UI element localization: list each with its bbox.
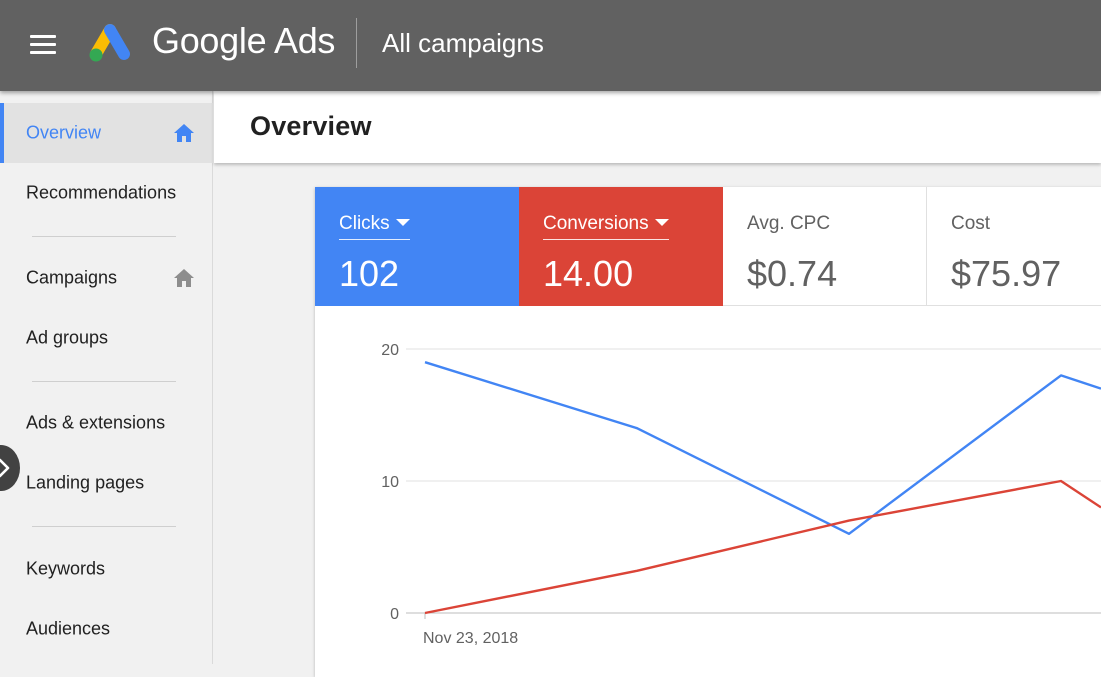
caret-down-icon <box>395 219 410 226</box>
sidebar-item-landing-pages[interactable]: Landing pages <box>0 453 213 513</box>
metric-value: 102 <box>339 253 400 294</box>
metric-value: $75.97 <box>951 253 1062 294</box>
series-line-clicks <box>424 361 1101 536</box>
chevron-right-icon <box>0 458 10 478</box>
performance-chart: 0 10 20 Nov 23, 2018 <box>315 306 1101 664</box>
metric-selector-conversions[interactable]: Conversions <box>543 213 669 240</box>
metric-label: Conversions <box>543 213 649 234</box>
nav-divider <box>32 381 176 382</box>
sidebar-item-label: Campaigns <box>26 267 118 288</box>
sidebar-item-label: Overview <box>26 122 102 143</box>
sidebar-nav: Overview Recommendations Campaigns Ad gr… <box>0 91 213 664</box>
metric-label: Clicks <box>339 213 390 234</box>
google-ads-logo-icon[interactable] <box>84 20 136 64</box>
metric-tile-conversions[interactable]: Conversions 14.00 <box>519 187 723 306</box>
sidebar-item-label: Ads & extensions <box>26 412 166 433</box>
x-tick-label: Nov 23, 2018 <box>423 630 518 647</box>
metric-value: $0.74 <box>747 253 838 294</box>
sidebar-item-label: Landing pages <box>26 472 145 493</box>
overview-performance-card: Clicks 102 Conversions 14.00 Avg. CPC $0… <box>315 187 1101 677</box>
line-chart: 0 10 20 Nov 23, 2018 <box>381 342 1101 647</box>
nav-divider <box>32 236 176 237</box>
metric-value: 14.00 <box>543 253 634 294</box>
sidebar-item-keywords[interactable]: Keywords <box>0 539 213 599</box>
hamburger-menu-icon[interactable] <box>26 30 62 58</box>
page-title: Overview <box>250 111 372 141</box>
metric-label: Avg. CPC <box>747 213 831 234</box>
sidebar-item-label: Ad groups <box>26 327 109 348</box>
y-tick-label: 10 <box>381 474 399 491</box>
sidebar-item-audiences[interactable]: Audiences <box>0 599 213 659</box>
metric-tile-clicks[interactable]: Clicks 102 <box>315 187 519 306</box>
y-tick-label: 20 <box>381 342 399 359</box>
metric-tile-avg-cpc[interactable]: Avg. CPC $0.74 <box>723 187 927 306</box>
page-header: Overview <box>214 91 1101 163</box>
sidebar-item-overview[interactable]: Overview <box>0 103 213 163</box>
home-icon <box>174 269 194 287</box>
top-app-bar: Google Ads All campaigns <box>0 0 1101 91</box>
sidebar-item-ad-groups[interactable]: Ad groups <box>0 308 213 368</box>
sidebar-item-label: Recommendations <box>26 182 177 203</box>
brand-divider <box>356 18 357 68</box>
context-title[interactable]: All campaigns <box>382 28 544 58</box>
app-brand-name[interactable]: Google Ads <box>152 20 336 61</box>
sidebar-item-recommendations[interactable]: Recommendations <box>0 163 213 223</box>
caret-down-icon <box>654 219 669 226</box>
expand-sidebar-button[interactable] <box>0 445 20 491</box>
sidebar-item-ads-extensions[interactable]: Ads & extensions <box>0 393 213 453</box>
sidebar-item-label: Keywords <box>26 558 106 579</box>
nav-divider <box>32 526 176 527</box>
metric-tile-cost[interactable]: Cost $75.97 <box>927 187 1101 306</box>
sidebar-item-campaigns[interactable]: Campaigns <box>0 248 213 308</box>
sidebar-item-label: Audiences <box>26 618 111 639</box>
home-icon <box>174 124 194 142</box>
metric-label: Cost <box>951 213 991 234</box>
series-line-conversions <box>424 479 1101 615</box>
metric-selector-clicks[interactable]: Clicks <box>339 213 410 240</box>
y-tick-label: 0 <box>390 606 399 623</box>
